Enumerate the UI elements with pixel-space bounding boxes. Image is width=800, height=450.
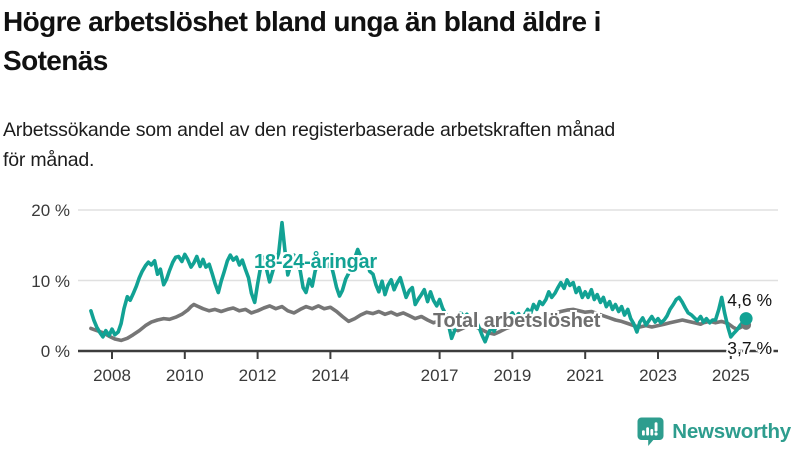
newsworthy-logo[interactable]: Newsworthy [637,416,791,447]
chart-title-line1: Högre arbetslöshet bland unga än bland ä… [3,6,601,37]
series-label-total: Total arbetslöshet [433,310,601,332]
y-axis-label: 0 % [40,342,70,361]
x-axis-label: 2008 [93,366,131,385]
x-axis-label: 2025 [711,366,750,385]
brand-name: Newsworthy [672,419,791,443]
end-value-young: 4,6 % [727,290,772,310]
series-line [89,302,748,343]
y-axis-label: 10 % [31,271,70,291]
x-axis-label: 2017 [420,366,459,385]
series-end-dot [739,312,753,326]
newsworthy-icon [637,417,664,446]
chart-subtitle-line2: för månad. [3,149,95,171]
x-axis-label: 2023 [639,366,677,385]
x-axis-label: 2021 [566,366,605,385]
series-line [89,220,748,344]
x-axis-label: 2019 [493,366,532,385]
x-axis-label: 2014 [311,366,350,385]
series-label-young: 18-24-åringar [254,251,378,273]
end-value-total: 3,7 % [727,338,772,358]
x-axis-label: 2012 [238,366,277,385]
chart-subtitle-line1: Arbetssökande som andel av den registerb… [3,119,616,141]
chart-subtitle: Arbetssökande som andel av den registerb… [3,115,793,175]
chart-title-line2: Sotenäs [3,45,108,76]
chart-title: Högre arbetslöshet bland unga än bland ä… [3,2,797,80]
y-axis-label: 20 % [31,201,70,220]
x-axis-label: 2010 [165,366,204,385]
